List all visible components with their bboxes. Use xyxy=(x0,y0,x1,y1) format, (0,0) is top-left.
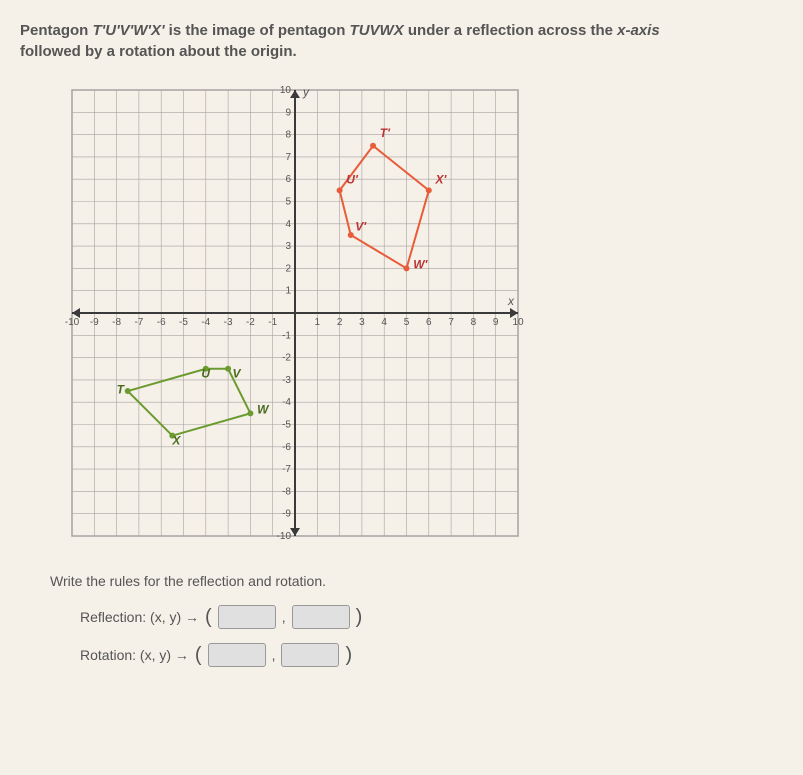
svg-text:-8: -8 xyxy=(112,317,121,328)
close-paren: ) xyxy=(356,606,363,629)
open-paren: ( xyxy=(195,644,202,667)
svg-text:3: 3 xyxy=(285,241,291,252)
reflection-blank-2[interactable] xyxy=(292,605,350,629)
comma: , xyxy=(272,647,276,663)
q-xaxis: x-axis xyxy=(617,22,660,39)
svg-text:6: 6 xyxy=(285,174,291,185)
svg-text:-5: -5 xyxy=(282,420,291,431)
q-line2: followed by a rotation about the origin. xyxy=(20,43,297,60)
svg-text:6: 6 xyxy=(426,317,432,328)
svg-text:-1: -1 xyxy=(268,317,277,328)
svg-text:-10: -10 xyxy=(277,531,292,542)
svg-text:y: y xyxy=(302,85,310,99)
svg-text:2: 2 xyxy=(285,263,291,274)
svg-text:5: 5 xyxy=(285,197,291,208)
svg-text:-8: -8 xyxy=(282,486,291,497)
svg-text:-7: -7 xyxy=(134,317,143,328)
svg-text:-6: -6 xyxy=(282,442,291,453)
svg-text:1: 1 xyxy=(285,286,291,297)
svg-text:-4: -4 xyxy=(282,397,291,408)
svg-text:2: 2 xyxy=(337,317,343,328)
svg-text:-3: -3 xyxy=(224,317,233,328)
q-pentagon-prime: T'U'V'W'X' xyxy=(93,22,165,39)
rotation-label: Rotation: (x, y) → xyxy=(80,647,189,663)
svg-text:-1: -1 xyxy=(282,330,291,341)
svg-text:9: 9 xyxy=(285,107,291,118)
open-paren: ( xyxy=(205,606,212,629)
rotation-blank-1[interactable] xyxy=(208,643,266,667)
svg-text:10: 10 xyxy=(280,85,292,96)
svg-text:1: 1 xyxy=(315,317,321,328)
comma: , xyxy=(282,609,286,625)
svg-text:8: 8 xyxy=(471,317,477,328)
svg-text:-6: -6 xyxy=(157,317,166,328)
svg-text:8: 8 xyxy=(285,130,291,141)
svg-text:W: W xyxy=(257,402,270,416)
question-text: Pentagon T'U'V'W'X' is the image of pent… xyxy=(20,20,783,62)
rotation-row: Rotation: (x, y) → ( , ) xyxy=(80,643,783,667)
svg-text:-2: -2 xyxy=(246,317,255,328)
svg-text:X: X xyxy=(171,434,181,448)
svg-text:U: U xyxy=(201,367,210,381)
svg-text:3: 3 xyxy=(359,317,365,328)
svg-text:9: 9 xyxy=(493,317,499,328)
svg-text:x: x xyxy=(507,294,515,308)
svg-text:-2: -2 xyxy=(282,353,291,364)
svg-text:V: V xyxy=(233,367,242,381)
svg-text:7: 7 xyxy=(448,317,454,328)
svg-text:10: 10 xyxy=(512,317,524,328)
reflection-row: Reflection: (x, y) → ( , ) xyxy=(80,605,783,629)
svg-text:-10: -10 xyxy=(65,317,80,328)
rotation-blank-2[interactable] xyxy=(281,643,339,667)
svg-text:-9: -9 xyxy=(90,317,99,328)
svg-text:5: 5 xyxy=(404,317,410,328)
svg-text:4: 4 xyxy=(285,219,291,230)
close-paren: ) xyxy=(345,644,352,667)
q-part2: is the image of pentagon xyxy=(165,22,350,39)
svg-text:-7: -7 xyxy=(282,464,291,475)
reflection-blank-1[interactable] xyxy=(218,605,276,629)
svg-text:-4: -4 xyxy=(201,317,210,328)
svg-text:7: 7 xyxy=(285,152,291,163)
svg-text:4: 4 xyxy=(381,317,387,328)
svg-text:-9: -9 xyxy=(282,509,291,520)
coordinate-chart: x y -10 -9 -8 -7 -6 -5 -4 -3 -2 -1 1 2 3 4 5 6 7 8 9 10 1 2 3 4 5 6… xyxy=(60,78,783,553)
svg-text:V': V' xyxy=(355,219,367,233)
svg-text:-5: -5 xyxy=(179,317,188,328)
svg-text:X': X' xyxy=(434,173,447,187)
instruction-text: Write the rules for the reflection and r… xyxy=(50,573,783,589)
q-part1: Pentagon xyxy=(20,22,93,39)
svg-text:T': T' xyxy=(380,126,391,140)
q-pentagon: TUVWX xyxy=(350,22,404,39)
svg-text:-3: -3 xyxy=(282,375,291,386)
q-part3: under a reflection across the xyxy=(404,22,617,39)
reflection-label: Reflection: (x, y) → xyxy=(80,609,199,625)
svg-text:U': U' xyxy=(346,173,359,187)
svg-text:W': W' xyxy=(413,257,428,271)
